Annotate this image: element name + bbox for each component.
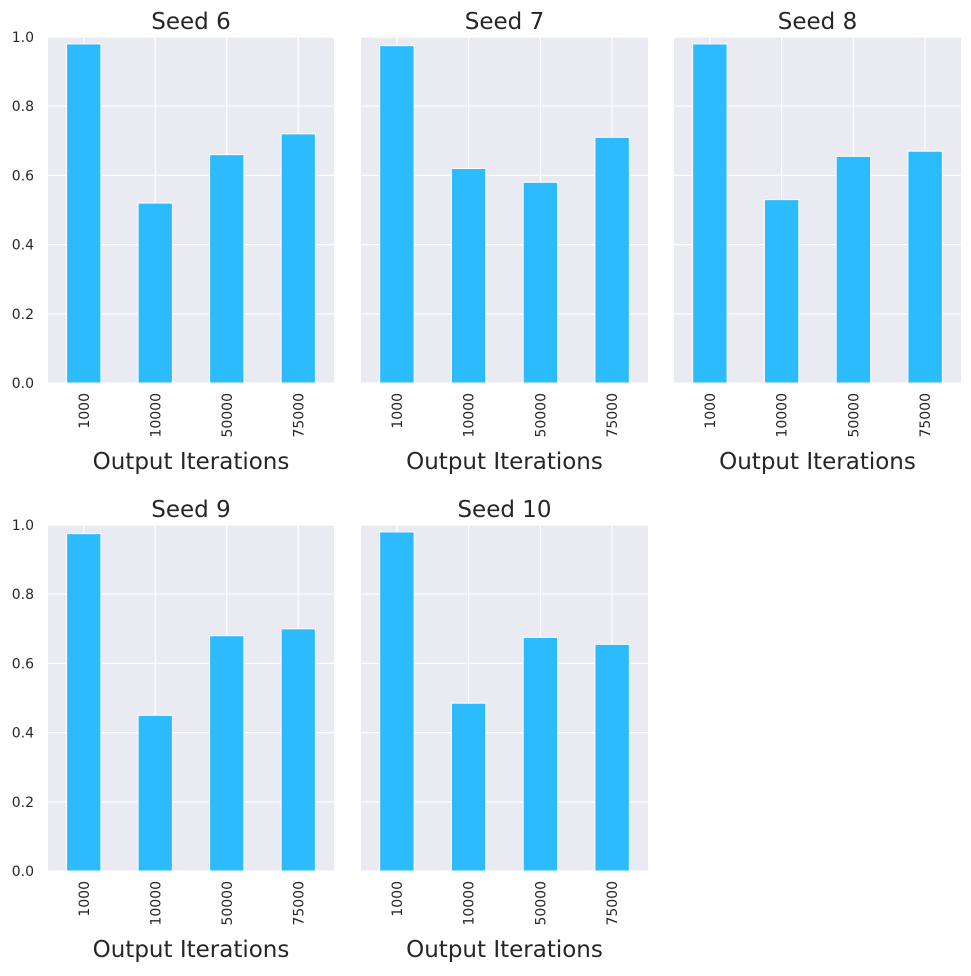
- x-tick-label: 50000: [846, 393, 862, 438]
- bar-75000: [594, 643, 630, 872]
- bar-10000: [450, 167, 487, 384]
- x-axis-label: Output Iterations: [93, 937, 290, 963]
- x-tick-label: 10000: [148, 881, 164, 926]
- x-tick-label: 75000: [605, 393, 621, 438]
- x-tick-label: 50000: [220, 393, 236, 438]
- bar-50000: [522, 636, 559, 872]
- subplot-3: 1000 10000 50000 75000 Seed 8 Output Iteratio…: [674, 9, 961, 475]
- subplot-title: Seed 10: [457, 497, 551, 523]
- bar-1000: [66, 533, 102, 872]
- bar-50000: [835, 155, 872, 384]
- subplot-1: 1000 10000 50000 75000 0.0 0.2 0.4 0.6 0.8 1.0 See…: [12, 9, 334, 475]
- x-tick-label: 10000: [462, 393, 478, 438]
- y-tick-label: 0.4: [12, 726, 34, 742]
- subplot-title: Seed 8: [778, 9, 857, 35]
- subplot-4: 1000 10000 50000 75000 0.0 0.2 0.4 0.6 0.8 1.0 See…: [12, 497, 334, 963]
- bar-1000: [379, 531, 415, 872]
- x-tick-label: 75000: [291, 393, 307, 438]
- bar-75000: [280, 133, 316, 384]
- y-tick-label: 0.8: [12, 587, 34, 603]
- y-tick-label: 0.0: [12, 864, 34, 880]
- x-tick-label: 1000: [77, 881, 93, 917]
- x-tick-label: 1000: [703, 393, 719, 429]
- subplot-2: 1000 10000 50000 75000 Seed 7 Output Iteratio…: [361, 9, 648, 475]
- bar-50000: [522, 181, 559, 384]
- x-tick-label: 10000: [148, 393, 164, 438]
- y-tick-label: 0.8: [12, 99, 34, 115]
- bar-1000: [66, 43, 102, 384]
- y-tick-label: 1.0: [12, 518, 34, 534]
- y-tick-label: 0.0: [12, 376, 34, 392]
- x-tick-label: 50000: [220, 881, 236, 926]
- bar-1000: [692, 43, 728, 384]
- bar-50000: [209, 154, 245, 384]
- x-tick-label: 75000: [605, 881, 621, 926]
- y-tick-label: 1.0: [12, 30, 34, 46]
- y-tick-label: 0.6: [12, 656, 34, 672]
- bar-10000: [763, 199, 800, 384]
- x-axis-label: Output Iterations: [719, 449, 916, 475]
- bar-10000: [137, 714, 173, 872]
- bar-75000: [907, 150, 943, 384]
- x-axis-label: Output Iterations: [406, 449, 603, 475]
- x-tick-label: 50000: [533, 881, 549, 926]
- x-tick-label: 50000: [533, 393, 549, 438]
- y-tick-label: 0.2: [12, 795, 34, 811]
- bar-10000: [137, 202, 173, 384]
- bar-10000: [450, 702, 487, 872]
- y-tick-label: 0.4: [12, 238, 34, 254]
- x-tick-label: 1000: [390, 881, 406, 917]
- subplot-title: Seed 9: [151, 497, 230, 523]
- x-tick-label: 1000: [390, 393, 406, 429]
- bar-75000: [280, 628, 316, 872]
- subplot-title: Seed 7: [465, 9, 544, 35]
- bar-1000: [379, 45, 415, 384]
- y-tick-label: 0.6: [12, 168, 34, 184]
- x-tick-label: 10000: [775, 393, 791, 438]
- subplot-title: Seed 6: [151, 9, 230, 35]
- x-tick-label: 1000: [77, 393, 93, 429]
- bar-50000: [209, 635, 245, 872]
- x-tick-label: 10000: [462, 881, 478, 926]
- subplot-5: 1000 10000 50000 75000 Seed 10 Output Iterati…: [361, 497, 648, 963]
- x-axis-label: Output Iterations: [93, 449, 290, 475]
- x-tick-label: 75000: [918, 393, 934, 438]
- y-tick-label: 0.2: [12, 307, 34, 323]
- x-axis-label: Output Iterations: [406, 937, 603, 963]
- bar-75000: [594, 136, 630, 384]
- x-tick-label: 75000: [291, 881, 307, 926]
